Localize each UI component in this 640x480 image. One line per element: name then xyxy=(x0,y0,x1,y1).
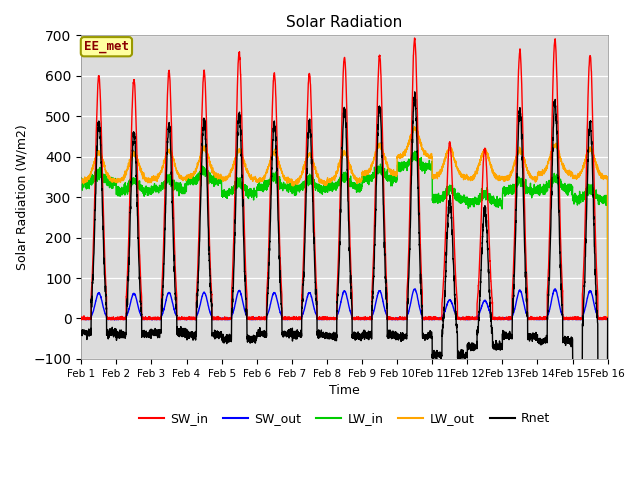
LW_in xyxy=(604,315,611,321)
LW_out xyxy=(324,179,332,184)
SW_out xyxy=(433,316,441,322)
Line: SW_in: SW_in xyxy=(81,38,607,320)
LW_in xyxy=(492,200,500,206)
Y-axis label: Solar Radiation (W/m2): Solar Radiation (W/m2) xyxy=(15,124,28,270)
SW_out xyxy=(604,315,611,321)
SW_in xyxy=(604,316,611,322)
LW_out xyxy=(604,315,611,321)
Rnet xyxy=(492,338,500,344)
LW_out xyxy=(603,174,611,180)
Rnet xyxy=(463,354,470,360)
Rnet xyxy=(433,353,441,359)
Rnet xyxy=(570,370,577,376)
Rnet xyxy=(324,333,332,339)
SW_out xyxy=(463,317,470,323)
SW_in xyxy=(604,314,611,320)
SW_in xyxy=(325,316,333,322)
SW_in xyxy=(411,35,419,41)
Rnet xyxy=(604,365,611,371)
SW_out xyxy=(435,317,443,323)
LW_out xyxy=(463,173,470,179)
SW_in xyxy=(77,317,85,323)
Title: Solar Radiation: Solar Radiation xyxy=(286,15,403,30)
SW_out xyxy=(324,315,332,321)
Rnet xyxy=(604,316,611,322)
Line: SW_out: SW_out xyxy=(81,289,607,320)
SW_in xyxy=(321,317,328,323)
SW_out xyxy=(172,312,180,317)
LW_out xyxy=(77,178,85,183)
Rnet xyxy=(172,297,180,303)
LW_out xyxy=(492,174,500,180)
Text: EE_met: EE_met xyxy=(84,40,129,53)
SW_in xyxy=(492,316,500,322)
LW_out xyxy=(172,166,180,172)
LW_out xyxy=(433,169,441,175)
SW_in xyxy=(463,313,470,319)
LW_in xyxy=(172,181,180,187)
SW_out xyxy=(604,315,611,321)
X-axis label: Time: Time xyxy=(329,384,360,397)
SW_in xyxy=(433,316,441,322)
Rnet xyxy=(77,332,85,337)
LW_out xyxy=(411,124,419,130)
Line: LW_out: LW_out xyxy=(81,127,607,318)
LW_in xyxy=(463,197,470,203)
Legend: SW_in, SW_out, LW_in, LW_out, Rnet: SW_in, SW_out, LW_in, LW_out, Rnet xyxy=(134,407,555,430)
Line: Rnet: Rnet xyxy=(81,92,607,373)
SW_out xyxy=(77,316,85,322)
LW_in xyxy=(77,175,85,180)
Line: LW_in: LW_in xyxy=(81,151,607,318)
LW_in xyxy=(411,148,419,154)
LW_in xyxy=(324,181,332,187)
LW_in xyxy=(603,195,611,201)
Rnet xyxy=(411,89,419,95)
SW_out xyxy=(492,315,500,321)
SW_out xyxy=(551,286,559,292)
SW_in xyxy=(172,278,180,284)
LW_in xyxy=(433,197,441,203)
